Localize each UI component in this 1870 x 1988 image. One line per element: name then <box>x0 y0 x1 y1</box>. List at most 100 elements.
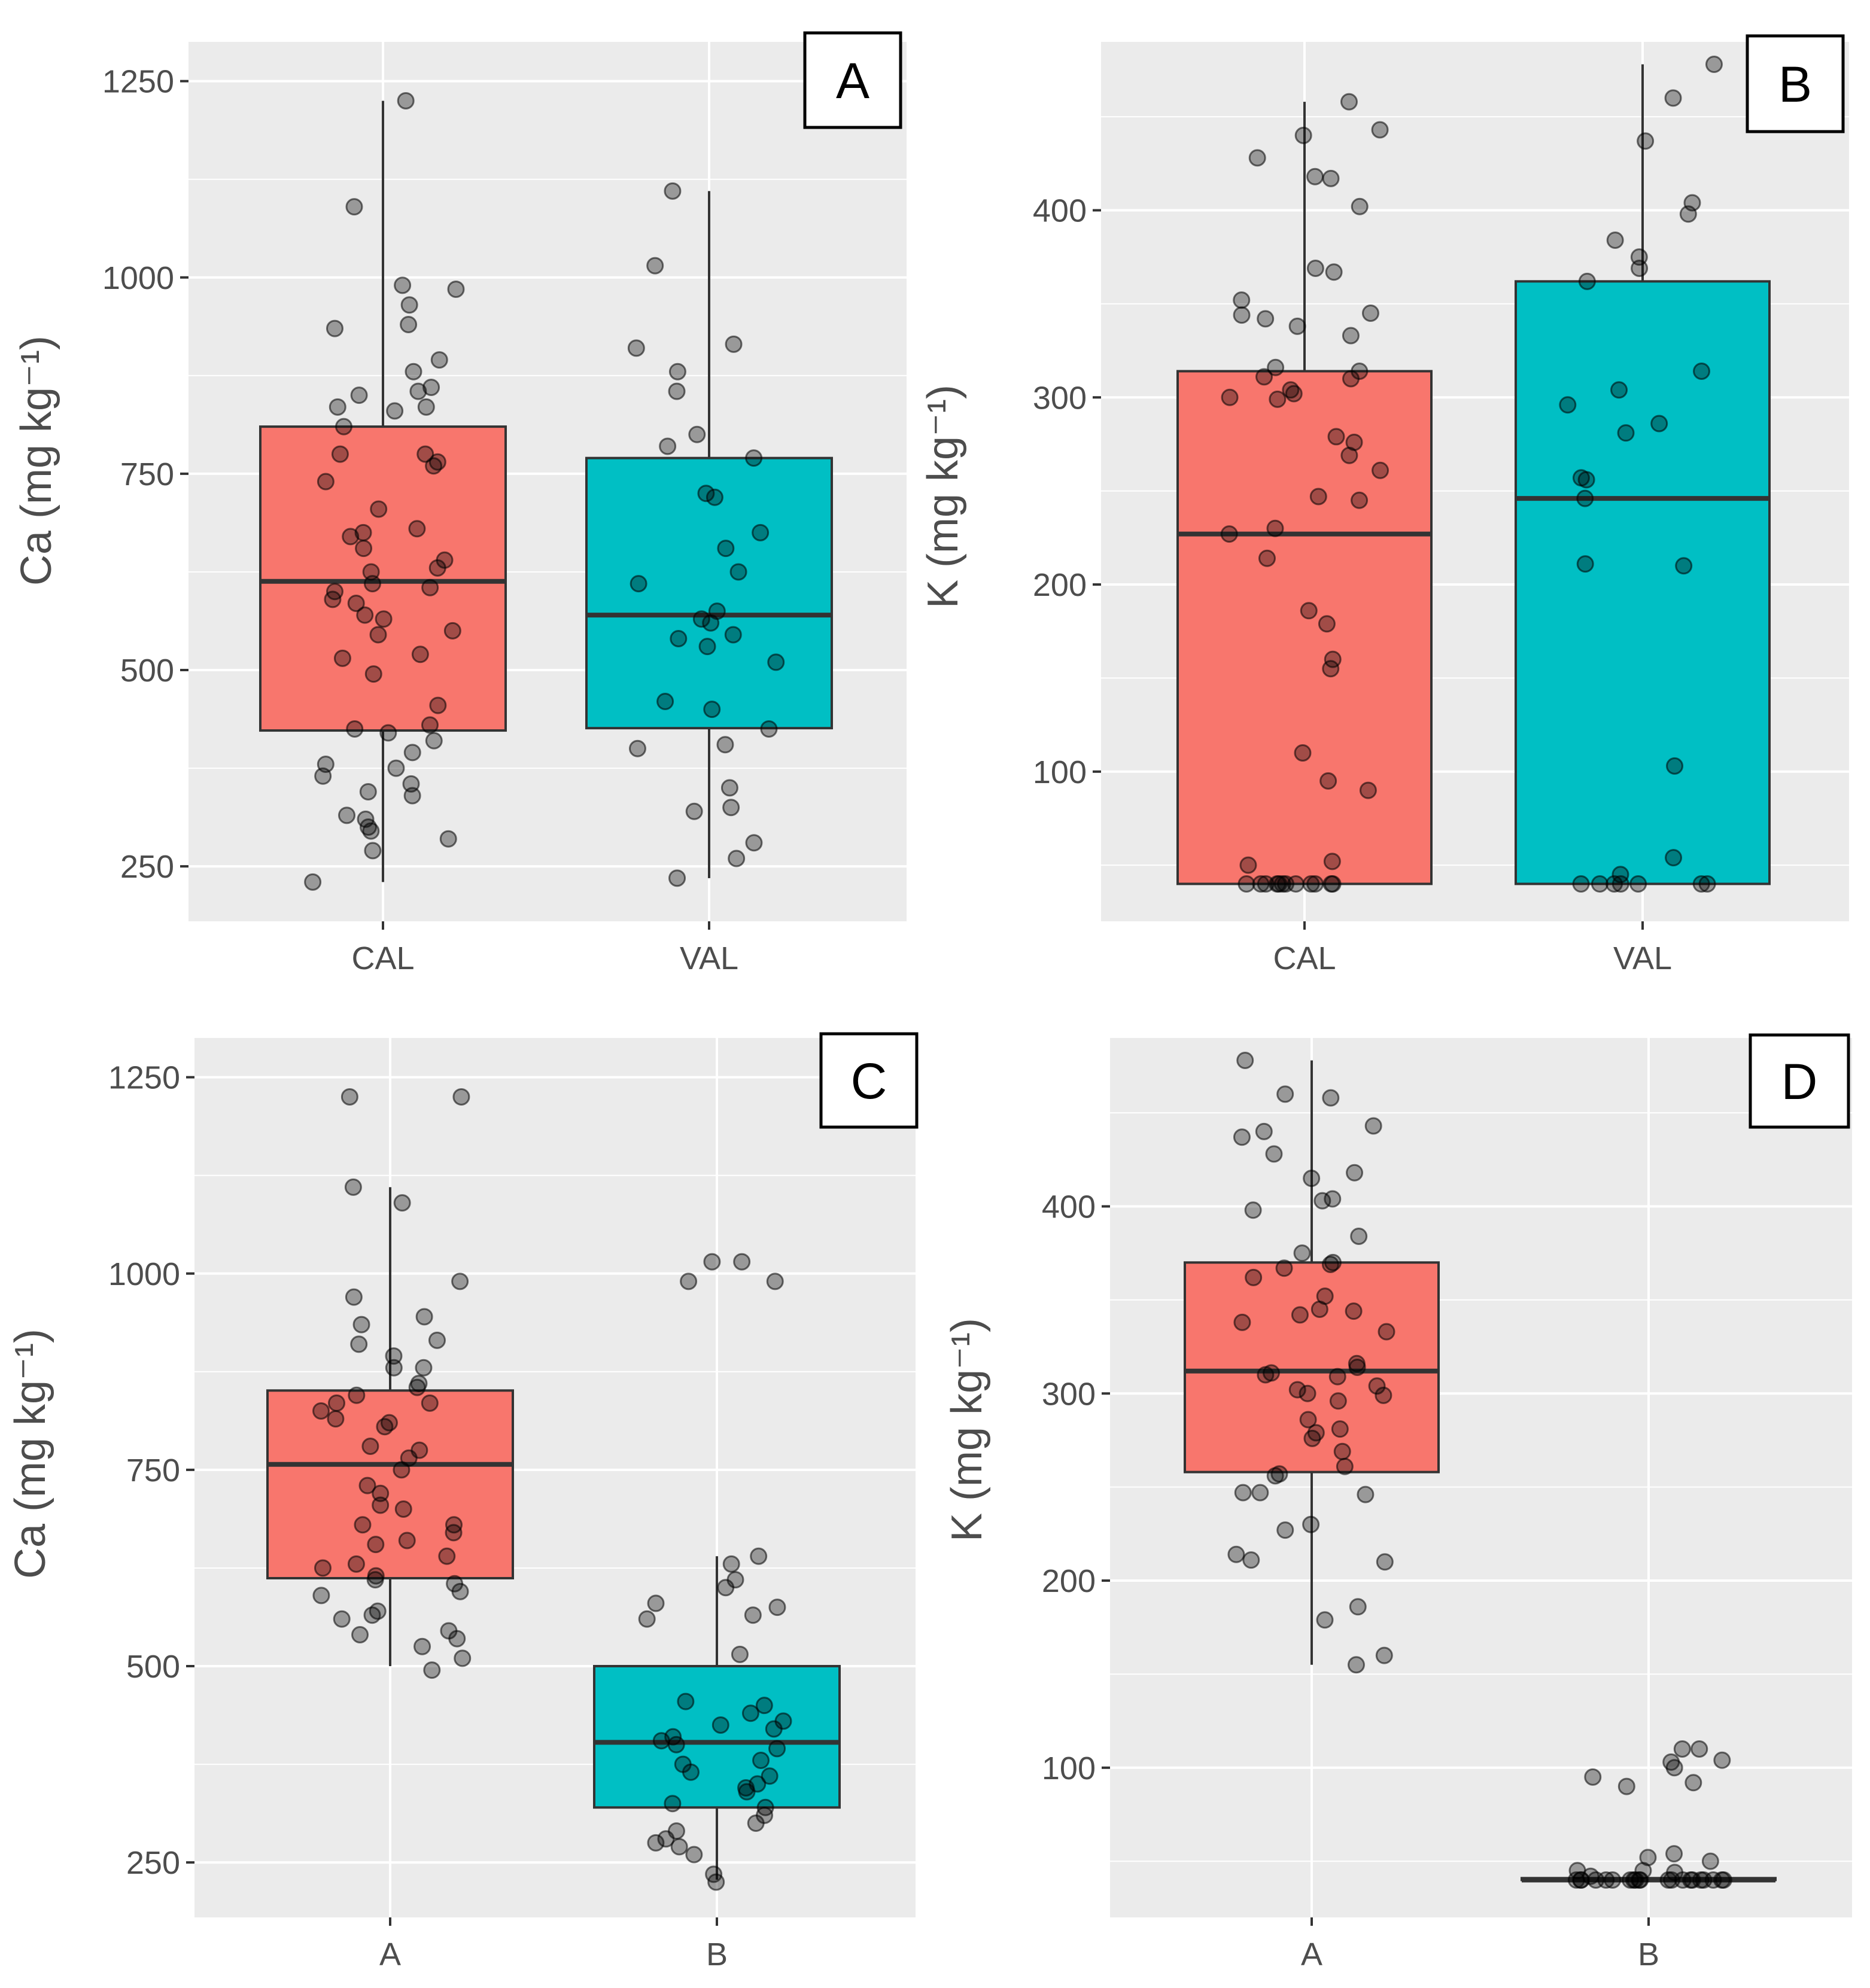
panel-d-point-a-20 <box>1345 1302 1363 1320</box>
panel-d-point-a-29 <box>1368 1377 1386 1395</box>
panel-a-point-cal-20 <box>317 473 335 491</box>
panel-b-point-cal-20 <box>1285 385 1303 403</box>
panel-b-point-val-1 <box>1664 89 1682 107</box>
panel-d-point-b-30 <box>1567 1871 1585 1889</box>
panel-b-point-val-18 <box>1675 557 1693 575</box>
panel-b-point-val-9 <box>1693 362 1711 380</box>
panel-c-point-a-47 <box>351 1626 369 1643</box>
panel-a-point-val-2 <box>725 335 743 353</box>
panel-a-point-val-7 <box>659 437 677 455</box>
panel-d-point-b-8 <box>1665 1845 1683 1863</box>
panel-c-point-a-37 <box>314 1559 332 1577</box>
panel-b-point-cal-39 <box>1323 853 1341 870</box>
panel-d-point-b-32 <box>1626 1871 1644 1889</box>
panel-d-point-b-7 <box>1617 1777 1635 1795</box>
panel-c-box-b <box>593 1556 841 1880</box>
panel-d-ytick-label-3: 400 <box>1042 1189 1096 1225</box>
panel-a-point-cal-10 <box>409 382 427 400</box>
panel-b-point-cal-52 <box>1302 875 1320 893</box>
panel-c-point-a-36 <box>347 1555 365 1573</box>
panel-a-point-cal-22 <box>408 520 426 538</box>
panel-c-point-b-7 <box>717 1579 735 1597</box>
panel-b-point-val-4 <box>1679 205 1697 223</box>
panel-a-point-cal-9 <box>422 379 440 396</box>
panel-c-point-a-41 <box>451 1582 469 1600</box>
panel-c-ca-a-b: 250 500 750 1000 1250 A B Ca (mg kg⁻¹) C <box>7 1032 919 1972</box>
panel-c-point-b-36 <box>647 1834 665 1852</box>
panel-b-ytick-label-2: 300 <box>1033 380 1087 416</box>
panel-a-ytick-label-1: 500 <box>120 653 174 689</box>
panel-c-point-b-12 <box>731 1645 749 1663</box>
panel-c-point-b-37 <box>670 1838 688 1856</box>
panel-c-point-a-17 <box>421 1394 439 1412</box>
panel-d-point-a-25 <box>1348 1358 1366 1376</box>
panel-d-label: D <box>1781 1054 1818 1110</box>
panel-d-point-a-31 <box>1299 1384 1316 1402</box>
panel-a-point-val-29 <box>685 802 703 820</box>
panel-a-point-val-4 <box>668 363 686 380</box>
panel-a-point-cal-12 <box>417 398 435 416</box>
panel-b-ytick-label-1: 200 <box>1033 567 1087 603</box>
panel-c-point-a-50 <box>454 1649 472 1667</box>
panel-d-ytick-label-1: 200 <box>1042 1563 1096 1599</box>
panel-d-point-a-10 <box>1313 1192 1331 1210</box>
panel-d-point-a-21 <box>1291 1306 1309 1324</box>
panel-c-label-box <box>819 1032 919 1129</box>
panel-a-point-cal-11 <box>350 386 368 404</box>
panel-d-point-a-45 <box>1302 1515 1320 1533</box>
panel-a-point-cal-59 <box>304 873 322 891</box>
panel-a-point-cal-44 <box>379 724 397 742</box>
panel-a-point-cal-41 <box>429 696 447 714</box>
panel-d-point-a-52 <box>1375 1646 1393 1664</box>
panel-b-point-cal-10 <box>1361 305 1379 322</box>
panel-a-ytick-label-0: 250 <box>120 849 174 885</box>
panel-b-point-cal-51 <box>1237 875 1255 893</box>
panel-c-point-b-26 <box>761 1767 779 1785</box>
panel-a-point-cal-46 <box>403 744 421 762</box>
panel-b-point-cal-8 <box>1325 263 1343 281</box>
panel-d-point-a-47 <box>1227 1545 1245 1563</box>
panel-d-point-a-8 <box>1303 1170 1321 1188</box>
panel-c-point-b-1 <box>733 1253 751 1271</box>
panel-c-point-b-9 <box>768 1599 786 1616</box>
panel-d-point-b-29 <box>1572 1871 1590 1889</box>
panel-a-point-val-19 <box>670 630 688 647</box>
panel-c-point-b-29 <box>738 1783 756 1801</box>
panel-d-point-a-46 <box>1276 1521 1294 1539</box>
box-cal-iqr <box>1176 370 1433 885</box>
panel-b-point-val-10 <box>1610 381 1628 399</box>
panel-b-point-cal-14 <box>1342 327 1360 345</box>
panel-c-xtick-label-a: A <box>379 1937 401 1972</box>
panel-d-point-a-27 <box>1257 1366 1275 1384</box>
panel-a-point-cal-56 <box>362 822 380 840</box>
panel-b-point-val-23 <box>1629 875 1647 893</box>
panel-a-y-axis-title: Ca (mg kg⁻¹) <box>13 336 60 586</box>
panel-d-point-a-32 <box>1375 1386 1392 1404</box>
panel-c-point-b-13 <box>677 1692 695 1710</box>
panel-b-point-cal-31 <box>1258 549 1276 567</box>
panel-a-point-cal-8 <box>405 363 422 380</box>
panel-c-point-a-0 <box>452 1088 470 1106</box>
panel-b-point-val-16 <box>1576 489 1594 507</box>
panel-b-point-val-21 <box>1611 866 1629 884</box>
panel-d-point-a-11 <box>1244 1201 1262 1219</box>
panel-b-point-cal-30 <box>1220 525 1238 543</box>
panel-b-point-cal-7 <box>1306 259 1324 277</box>
panel-b-point-val-12 <box>1650 415 1668 433</box>
panel-a-point-val-11 <box>752 523 770 541</box>
panel-c-point-a-19 <box>327 1410 345 1428</box>
panel-a-point-val-5 <box>668 382 686 400</box>
panel-a-point-cal-35 <box>375 610 393 628</box>
panel-d-point-a-34 <box>1299 1411 1317 1429</box>
panel-a-point-val-13 <box>729 563 747 581</box>
panel-c-point-b-4 <box>750 1547 768 1565</box>
panel-b-point-cal-36 <box>1294 744 1312 762</box>
panel-a-point-cal-1 <box>345 198 363 216</box>
panel-d-background <box>1110 1038 1852 1917</box>
panel-a-point-val-27 <box>720 779 738 797</box>
panel-a-point-val-28 <box>722 799 740 817</box>
panel-d-point-a-5 <box>1233 1128 1251 1146</box>
panel-c-point-a-14 <box>408 1378 426 1396</box>
panel-c-point-a-29 <box>394 1500 412 1518</box>
panel-a-point-cal-3 <box>447 280 465 298</box>
